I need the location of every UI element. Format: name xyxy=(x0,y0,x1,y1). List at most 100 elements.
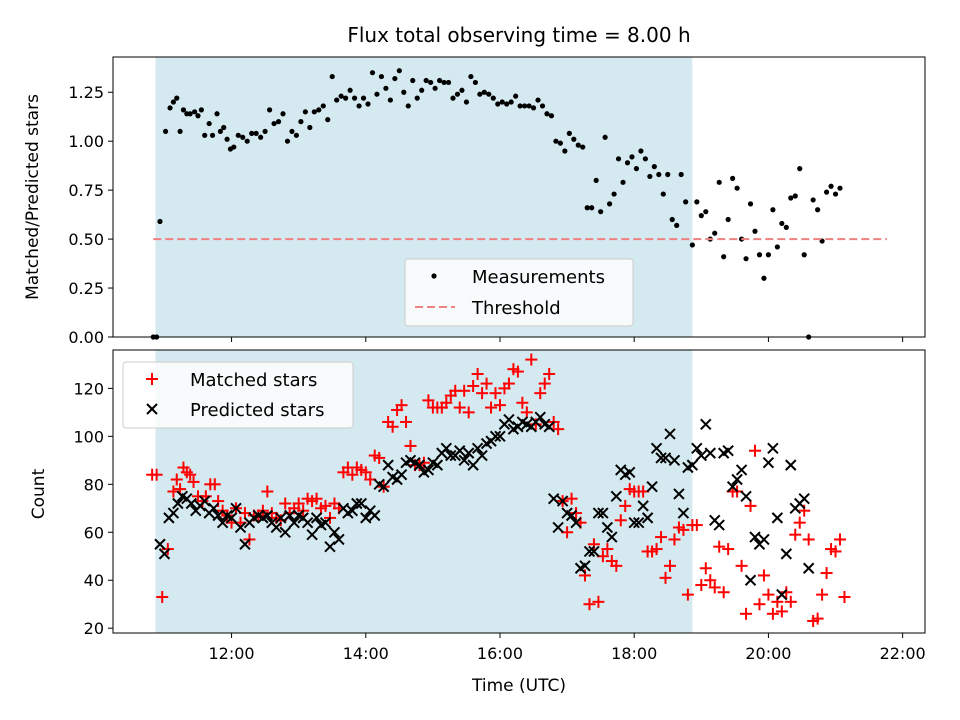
measurement-point xyxy=(517,103,523,109)
matched-star-marker xyxy=(400,415,413,428)
top-y-axis-label: Matched/Predicted stars xyxy=(23,94,43,300)
measurement-point xyxy=(575,142,581,148)
measurement-point xyxy=(253,130,259,136)
matched-star-marker xyxy=(690,519,703,532)
predicted-star-marker xyxy=(216,516,229,529)
bottom-legend: Matched stars Predicted stars xyxy=(122,361,354,429)
measurement-point xyxy=(674,222,680,228)
measurement-point xyxy=(712,230,718,236)
legend-threshold-label: Threshold xyxy=(471,298,561,319)
predicted-star-marker xyxy=(552,521,564,534)
measurement-point xyxy=(383,85,389,91)
predicted-star-marker xyxy=(489,430,502,443)
measurement-point xyxy=(779,220,785,227)
predicted-star-marker xyxy=(735,464,748,476)
x-tick-label: 16:00 xyxy=(477,644,523,663)
matched-star-marker xyxy=(592,595,605,608)
measurement-point xyxy=(369,70,376,76)
predicted-star-marker xyxy=(319,516,332,529)
predicted-star-marker xyxy=(355,497,368,510)
measurement-point xyxy=(334,97,340,103)
measurement-point xyxy=(725,216,731,223)
measurement-point xyxy=(694,199,700,205)
measurement-point xyxy=(678,171,684,178)
predicted-star-marker xyxy=(659,452,672,464)
predicted-star-marker xyxy=(377,480,390,493)
measurement-point xyxy=(187,111,193,117)
matched-star-marker xyxy=(538,377,551,390)
measurement-point xyxy=(788,195,794,201)
predicted-star-marker xyxy=(275,512,287,524)
predicted-star-marker xyxy=(655,452,667,464)
matched-star-marker xyxy=(184,468,197,481)
measurement-point xyxy=(392,75,398,82)
predicted-star-marker xyxy=(798,492,810,505)
predicted-star-marker xyxy=(185,497,197,510)
predicted-star-marker xyxy=(454,445,466,457)
measurement-point xyxy=(495,101,501,107)
measurement-point xyxy=(683,199,689,205)
measurement-point xyxy=(325,117,331,123)
matched-star-marker xyxy=(789,528,802,541)
top-points-layer xyxy=(150,68,887,340)
matched-star-marker xyxy=(820,567,833,580)
measurement-point xyxy=(378,73,385,80)
measurement-point xyxy=(244,138,250,144)
matched-star-marker xyxy=(552,423,565,436)
predicted-star-marker xyxy=(310,512,323,524)
y-tick-label: 0.00 xyxy=(68,328,104,347)
measurement-point xyxy=(620,179,626,185)
measurement-point xyxy=(206,120,212,127)
predicted-star-marker xyxy=(167,507,180,519)
measurement-point xyxy=(170,99,176,105)
matched-star-marker xyxy=(610,559,623,572)
predicted-star-marker xyxy=(673,488,685,500)
measurement-point xyxy=(530,105,537,111)
matched-star-marker xyxy=(655,531,668,544)
predicted-star-marker xyxy=(324,540,336,553)
y-tick-label: 100 xyxy=(73,427,104,446)
y-tick-label: 0.75 xyxy=(68,181,104,200)
predicted-star-marker xyxy=(601,521,614,534)
measurement-point xyxy=(338,93,344,99)
matched-star-marker xyxy=(156,591,169,604)
matched-star-marker xyxy=(150,468,163,481)
matched-star-marker xyxy=(525,353,538,366)
predicted-star-marker xyxy=(731,473,743,486)
matched-star-marker xyxy=(802,533,815,546)
predicted-star-marker xyxy=(668,454,681,467)
matched-star-marker xyxy=(292,497,305,510)
measurement-point xyxy=(192,109,198,115)
measurement-point xyxy=(432,85,438,91)
measurement-point xyxy=(669,216,675,223)
measurement-point xyxy=(347,87,353,93)
y-tick-label: 60 xyxy=(84,523,104,542)
predicted-star-marker xyxy=(592,507,605,519)
measurement-point xyxy=(544,111,550,117)
measurement-point xyxy=(571,136,577,142)
predicted-star-marker xyxy=(301,516,314,529)
x-tick-label: 12:00 xyxy=(209,644,255,663)
measurement-point xyxy=(638,148,644,154)
matched-star-marker xyxy=(187,475,200,488)
measurement-point xyxy=(823,189,830,195)
measurement-point xyxy=(231,144,237,150)
predicted-star-marker xyxy=(467,459,479,471)
measurement-point xyxy=(258,134,264,140)
predicted-star-marker xyxy=(445,449,457,462)
predicted-star-marker xyxy=(722,445,734,457)
measurement-point xyxy=(405,103,411,109)
matched-star-marker xyxy=(677,523,690,536)
top-legend: Measurements Threshold xyxy=(404,258,634,327)
predicted-star-marker xyxy=(704,447,716,459)
measurement-point xyxy=(157,218,163,225)
measurement-point xyxy=(351,95,358,101)
predicted-star-marker xyxy=(288,516,300,529)
measurement-point xyxy=(665,171,671,178)
measurement-point xyxy=(580,144,586,150)
measurement-point xyxy=(743,256,749,262)
measurement-point xyxy=(275,119,282,125)
bottom-axes-frame xyxy=(112,349,926,634)
matched-star-marker xyxy=(757,569,770,582)
